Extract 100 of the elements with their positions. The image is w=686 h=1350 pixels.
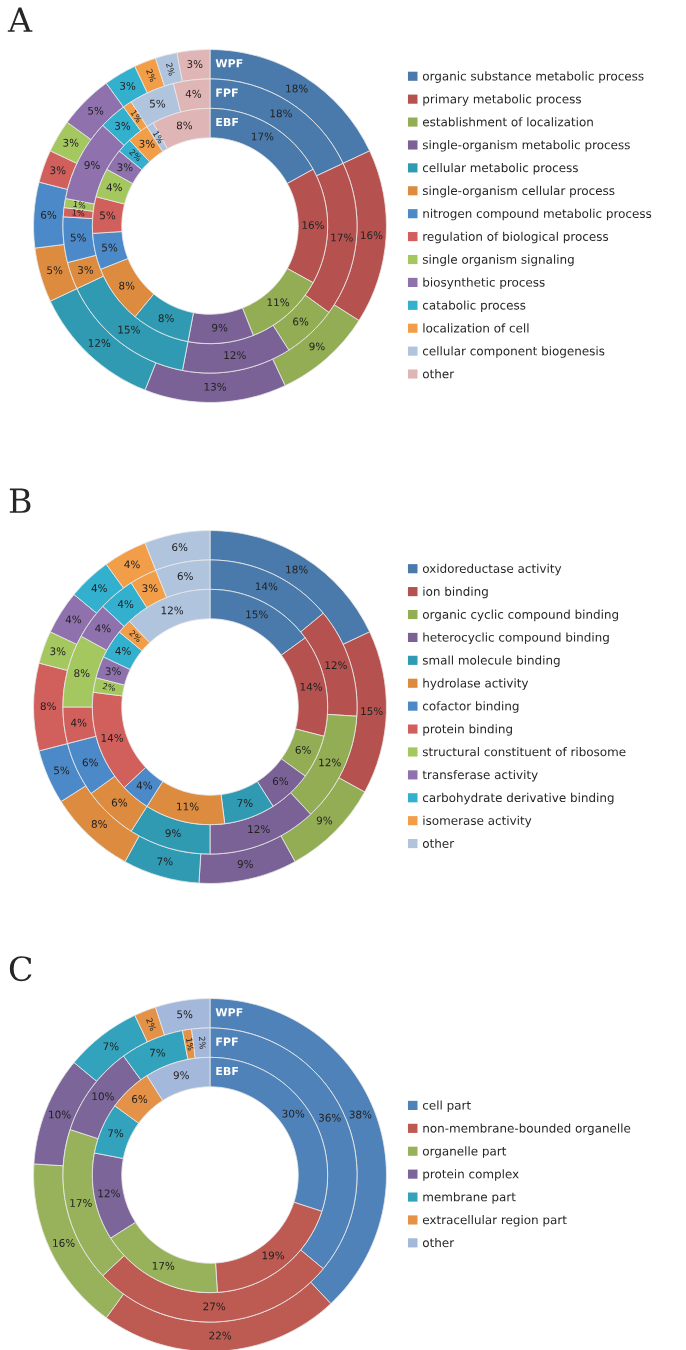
slice-label: FPF — [216, 88, 238, 97]
legend-label: carbohydrate derivative binding — [422, 792, 614, 805]
data-label: 4% — [115, 646, 131, 655]
data-label: 2% — [128, 629, 143, 643]
legend-label: localization of cell — [423, 323, 529, 333]
data-label: 6% — [293, 317, 309, 326]
data-label: 2% — [145, 1017, 157, 1032]
data-label: 6% — [132, 1095, 148, 1103]
legend-label: cell part — [422, 1100, 471, 1113]
data-label: 3% — [78, 265, 94, 274]
data-label: 2% — [128, 148, 143, 162]
data-label: 12% — [98, 1189, 120, 1198]
legend-label: other — [422, 1237, 455, 1248]
data-label: 3% — [120, 81, 136, 90]
data-label: 9% — [309, 342, 325, 351]
data-label: 1% — [152, 130, 165, 144]
data-label: 4% — [185, 89, 202, 98]
data-label: 16% — [361, 231, 383, 240]
data-label: 6% — [82, 758, 98, 767]
data-label: 3% — [142, 584, 158, 593]
data-label: 8% — [74, 669, 90, 678]
legend-label: extracellular region part — [422, 1215, 567, 1227]
data-label: 2% — [198, 1036, 206, 1050]
data-label: 4% — [65, 615, 82, 624]
data-label: 4% — [136, 781, 153, 790]
data-label: 12% — [88, 339, 111, 347]
data-label: 12% — [224, 351, 246, 360]
data-label: 5% — [47, 266, 63, 275]
data-label: 16% — [53, 1239, 75, 1247]
slice-label: WPF — [215, 1008, 243, 1017]
data-label: 13% — [204, 382, 227, 391]
legend-label: ion binding — [423, 586, 488, 599]
data-label: 4% — [70, 718, 87, 727]
data-label: 12% — [319, 758, 341, 767]
data-label: 9% — [316, 816, 333, 825]
data-label: 14% — [300, 682, 323, 691]
data-label: 30% — [282, 1109, 305, 1118]
data-label: 2% — [165, 62, 176, 76]
legend-label: oxidoreductase activity — [422, 563, 562, 576]
data-label: 18% — [286, 84, 308, 93]
data-label: 5% — [54, 766, 70, 775]
data-label: 5% — [100, 211, 116, 220]
data-label: 15% — [118, 325, 140, 334]
data-label: 8% — [40, 702, 56, 711]
legend-label: protein complex — [423, 1169, 519, 1181]
data-label: 4% — [91, 584, 107, 593]
chart-title: A — [7, 7, 33, 32]
legend-label: primary metabolic process — [423, 94, 582, 106]
data-label: 8% — [158, 314, 174, 323]
data-label: 4% — [117, 600, 134, 609]
data-label: 3% — [115, 121, 131, 130]
data-label: 14% — [101, 733, 124, 742]
data-label: 7% — [157, 857, 173, 866]
chart-title: C — [9, 956, 32, 982]
chart-title: B — [9, 488, 31, 513]
data-label: 4% — [124, 560, 140, 569]
data-label: 12% — [248, 825, 270, 834]
legend-label: cellular metabolic process — [422, 162, 578, 175]
legend-label: non-membrane-bounded organelle — [423, 1123, 631, 1135]
slice-label: EBF — [216, 118, 239, 127]
data-label: 18% — [286, 565, 308, 574]
legend-label: catabolic process — [422, 300, 526, 312]
data-label: 11% — [267, 298, 290, 307]
data-label: 6% — [272, 777, 289, 786]
data-label: 3% — [187, 60, 203, 68]
data-label: 4% — [106, 183, 122, 192]
data-label: 5% — [177, 1010, 193, 1019]
legend-label: hydrolase activity — [423, 678, 529, 690]
data-label: 6% — [41, 210, 57, 219]
data-label: 1% — [186, 1038, 195, 1051]
data-label: 15% — [246, 610, 268, 619]
data-label: 6% — [295, 745, 311, 754]
legend-label: establishment of localization — [422, 117, 593, 127]
legend-label: isomerase activity — [423, 815, 532, 828]
data-label: 7% — [103, 1042, 119, 1051]
data-label: 36% — [318, 1113, 341, 1122]
data-label: 5% — [88, 106, 104, 115]
data-label: 2% — [102, 682, 116, 692]
legend-label: membrane part — [423, 1192, 516, 1204]
legend-label: small molecule binding — [422, 655, 560, 667]
data-label: 19% — [262, 1251, 285, 1260]
data-label: 17% — [152, 1261, 175, 1270]
data-label: 9% — [165, 829, 181, 838]
data-label: 38% — [349, 1110, 372, 1119]
data-label: 17% — [70, 1199, 92, 1207]
data-label: 9% — [84, 161, 100, 169]
slice-label: EBF — [216, 1067, 239, 1076]
data-label: 1% — [130, 109, 143, 123]
legend-label: organic substance metabolic process — [422, 71, 644, 83]
legend-label: biosynthetic process — [423, 277, 545, 290]
slice-label: WPF — [215, 59, 243, 68]
data-label: 15% — [361, 707, 383, 716]
data-label: 6% — [172, 543, 188, 552]
data-label: 1% — [72, 209, 85, 217]
legend-label: cellular component biogenesis — [422, 346, 605, 358]
data-label: 16% — [302, 221, 324, 230]
data-label: 17% — [331, 233, 353, 242]
data-label: 3% — [139, 139, 155, 148]
data-label: 9% — [173, 1071, 189, 1080]
data-label: 18% — [270, 109, 292, 118]
